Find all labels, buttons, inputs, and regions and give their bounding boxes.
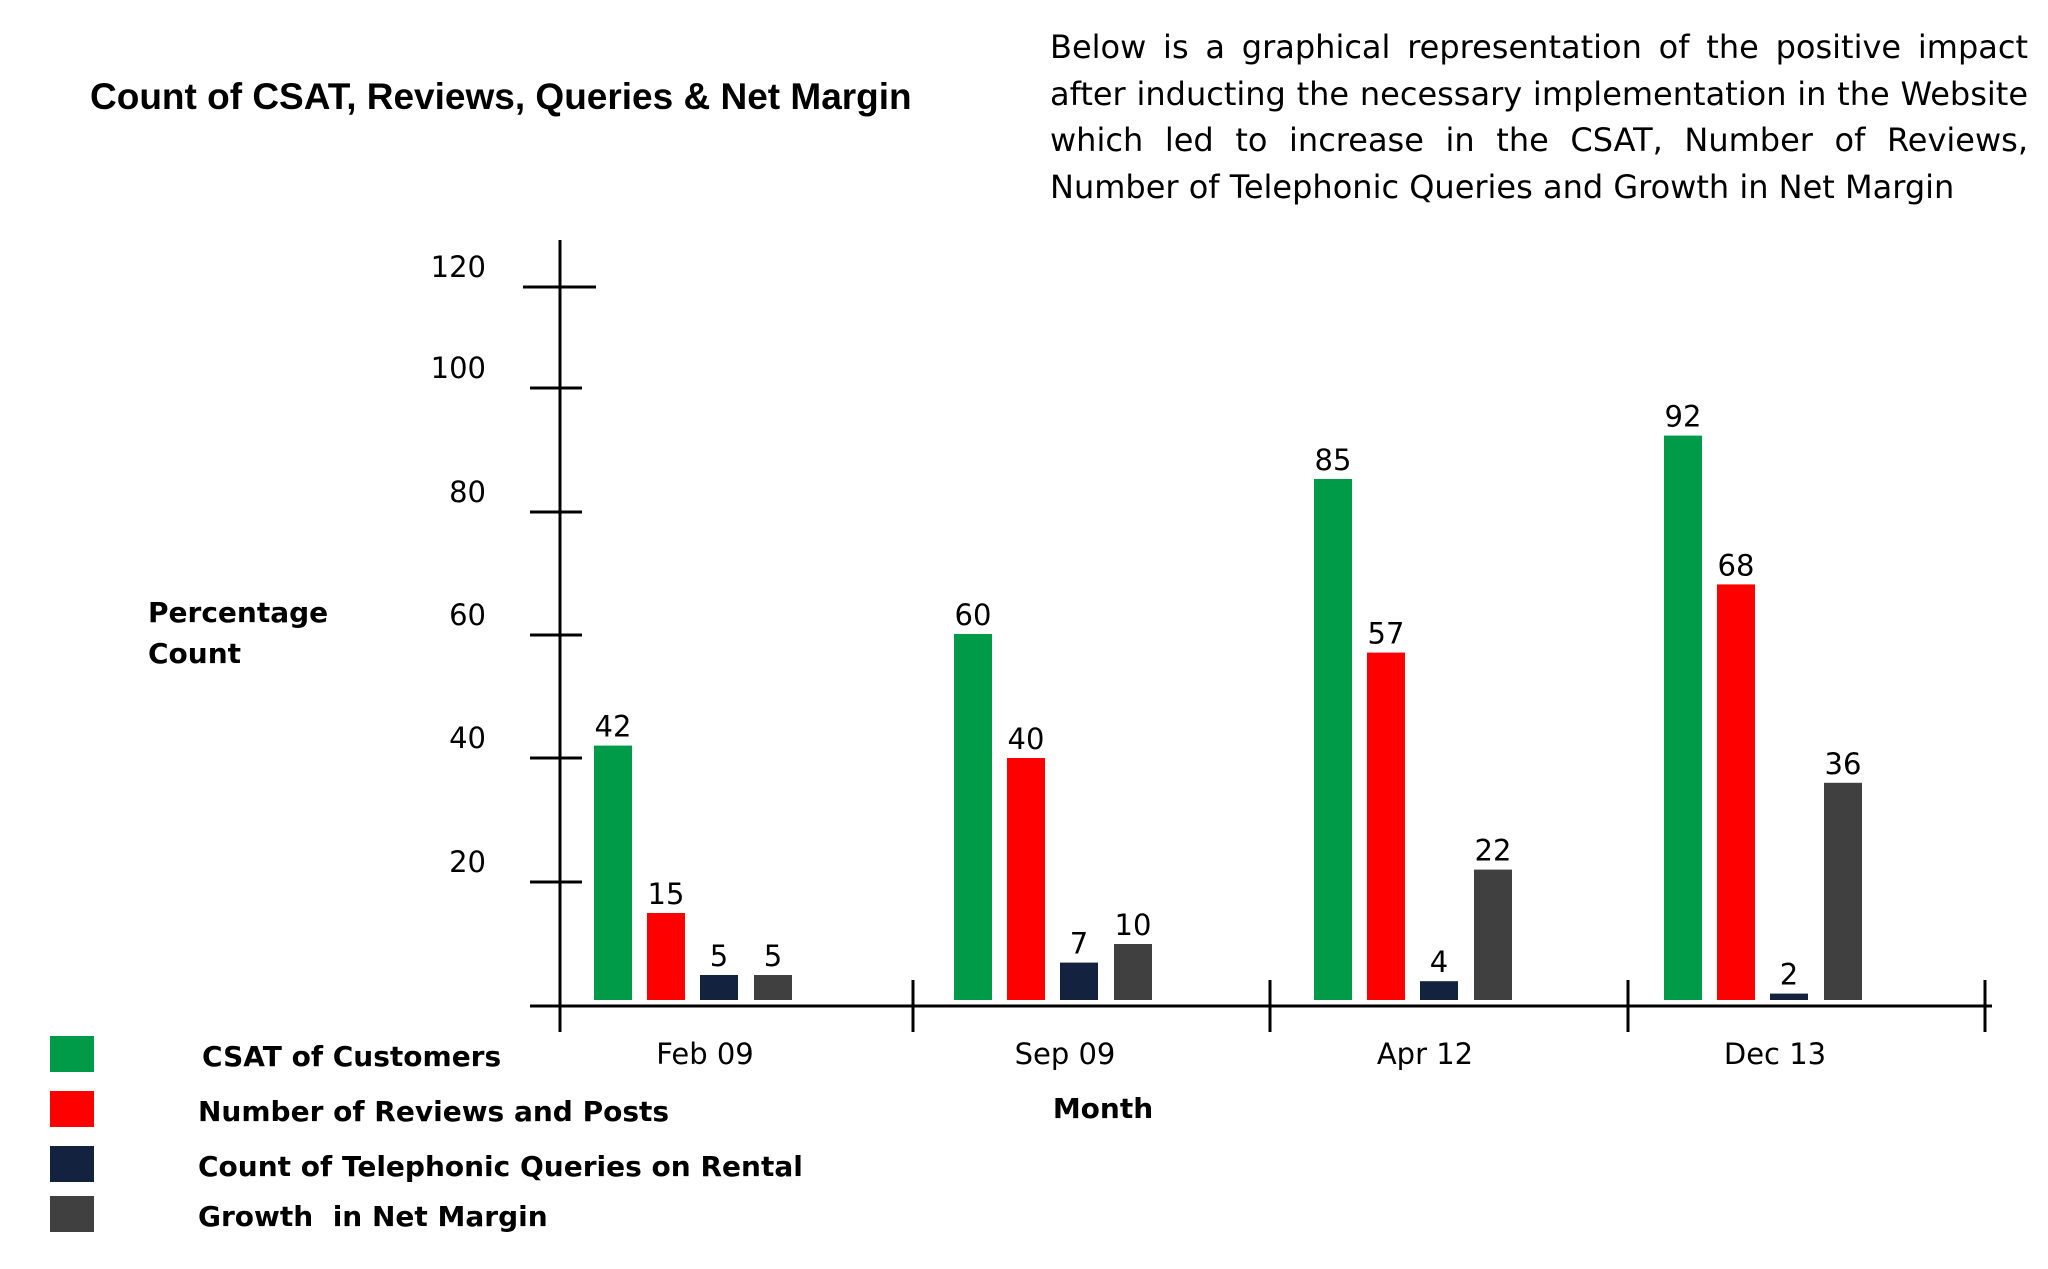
y-axis-title-line-1: Count (148, 637, 241, 670)
x-tick-label-1: Sep 09 (1015, 1037, 1116, 1071)
legend-label-3: Count of Telephonic Queries on Rental (198, 1150, 803, 1183)
data-label-4-1: 5 (764, 939, 782, 973)
data-label-3-2: 7 (1070, 927, 1088, 961)
legend-swatch-2 (50, 1091, 94, 1127)
bar-1-dec-13 (1664, 435, 1702, 1001)
y-tick-label-80: 80 (449, 475, 486, 509)
data-label-1-3: 85 (1315, 443, 1352, 477)
data-label-2-2: 40 (1008, 722, 1045, 756)
y-tick-label-20: 20 (449, 845, 486, 879)
legend-label-4: Growth in Net Margin (198, 1200, 548, 1233)
legend-swatch-4 (50, 1196, 94, 1232)
bar-1-sep-09 (954, 634, 992, 1000)
bar-2-feb-09 (647, 913, 685, 1000)
bar-4-sep-09 (1114, 944, 1152, 1000)
bar-4-apr-12 (1474, 869, 1512, 1000)
data-label-1-1: 42 (595, 710, 632, 744)
chart-axes: 20 40 60 80 100 120 Feb 09 Sep 09 Apr 12 Dec 13 Mo… (148, 240, 1992, 1125)
y-tick-label-40: 40 (449, 721, 486, 755)
bar-1-apr-12 (1314, 479, 1352, 1000)
data-label-4-2: 10 (1115, 908, 1152, 942)
data-label-4-3: 22 (1475, 834, 1512, 868)
legend-swatch-1 (50, 1036, 94, 1072)
x-tick-label-3: Dec 13 (1724, 1037, 1826, 1071)
bar-2-dec-13 (1717, 584, 1755, 1000)
y-tick-label-100: 100 (431, 351, 486, 385)
legend-label-1: CSAT of Customers (202, 1040, 501, 1073)
bar-1-feb-09 (594, 745, 632, 1000)
chart-legend: CSAT of Customers Number of Reviews and P… (50, 1036, 803, 1233)
data-label-1-2: 60 (955, 598, 992, 632)
data-label-3-3: 4 (1430, 945, 1448, 979)
x-axis-title: Month (1053, 1092, 1153, 1125)
legend-label-2: Number of Reviews and Posts (198, 1095, 669, 1128)
bar-4-dec-13 (1824, 782, 1862, 1000)
data-label-3-1: 5 (710, 939, 728, 973)
y-tick-label-60: 60 (449, 598, 486, 632)
data-label-2-3: 57 (1368, 617, 1405, 651)
legend-swatch-3 (50, 1146, 94, 1182)
bar-2-apr-12 (1367, 652, 1405, 1000)
bar-2-sep-09 (1007, 758, 1045, 1000)
data-label-4-4: 36 (1825, 747, 1862, 781)
data-label-2-1: 15 (648, 877, 685, 911)
data-label-2-4: 68 (1718, 548, 1755, 582)
data-label-1-4: 92 (1665, 400, 1702, 434)
data-label-3-4: 2 (1780, 958, 1798, 992)
bar-3-dec-13 (1770, 993, 1808, 1000)
y-axis-title-line-0: Percentage (148, 596, 328, 629)
bar-4-feb-09 (754, 975, 792, 1000)
x-tick-label-2: Apr 12 (1377, 1037, 1473, 1071)
x-tick-label-0: Feb 09 (656, 1037, 753, 1071)
y-tick-label-120: 120 (431, 250, 486, 284)
page-title: Count of CSAT, Reviews, Queries & Net Ma… (90, 76, 912, 117)
bar-3-feb-09 (700, 975, 738, 1000)
chart-bars (594, 435, 1862, 1001)
bar-3-apr-12 (1420, 981, 1458, 1000)
bar-3-sep-09 (1060, 962, 1098, 1000)
description-text: Below is a graphical representation of t… (1050, 28, 2028, 206)
